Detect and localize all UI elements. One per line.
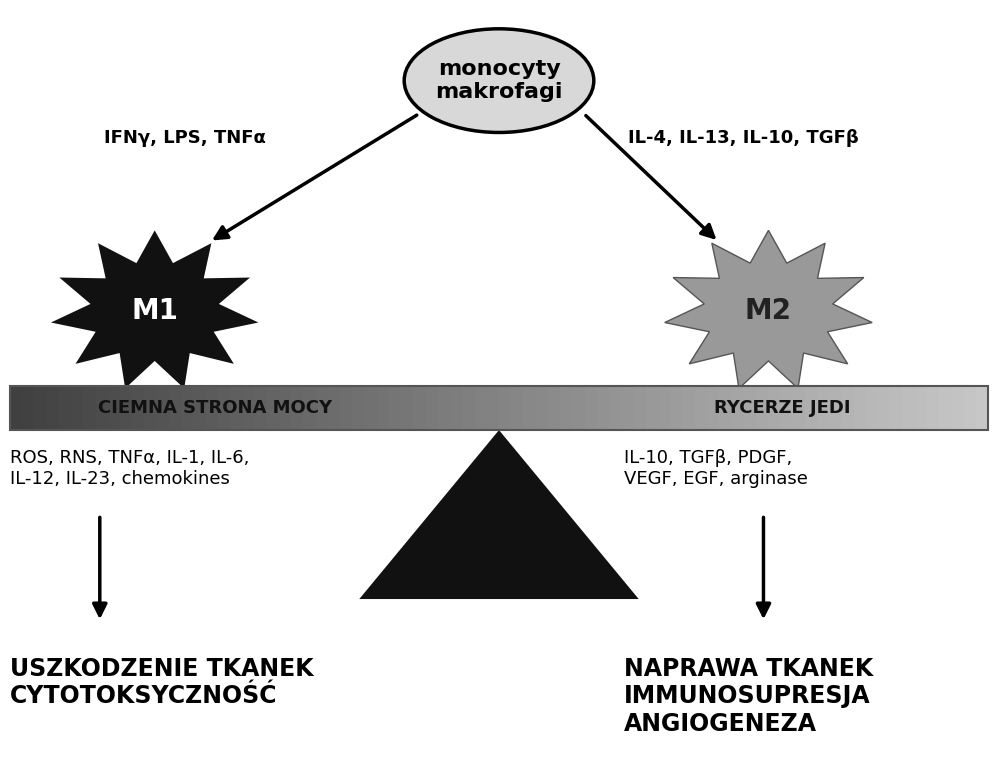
Bar <box>10 386 988 430</box>
Text: USZKODZENIE TKANEK
CYTOTOKSYCZNOŚĆ: USZKODZENIE TKANEK CYTOTOKSYCZNOŚĆ <box>10 657 313 708</box>
Bar <box>658 386 671 430</box>
Bar <box>499 386 512 430</box>
Bar <box>157 386 170 430</box>
Bar <box>218 386 231 430</box>
Bar <box>841 386 854 430</box>
Bar <box>902 386 915 430</box>
Bar <box>22 386 36 430</box>
Text: IL-10, TGFβ, PDGF,
VEGF, EGF, arginase: IL-10, TGFβ, PDGF, VEGF, EGF, arginase <box>624 449 807 488</box>
Bar <box>327 386 341 430</box>
Bar <box>303 386 316 430</box>
Bar <box>719 386 733 430</box>
Bar <box>523 386 537 430</box>
Text: IL-4, IL-13, IL-10, TGFβ: IL-4, IL-13, IL-10, TGFβ <box>628 129 859 147</box>
Bar <box>878 386 891 430</box>
Bar <box>634 386 647 430</box>
Ellipse shape <box>404 28 594 133</box>
Bar <box>683 386 696 430</box>
Bar <box>315 386 328 430</box>
Bar <box>853 386 866 430</box>
Bar <box>951 386 964 430</box>
Bar <box>291 386 304 430</box>
Bar <box>206 386 219 430</box>
Bar <box>695 386 708 430</box>
Text: IFNγ, LPS, TNFα: IFNγ, LPS, TNFα <box>104 129 265 147</box>
Bar <box>646 386 659 430</box>
Bar <box>340 386 353 430</box>
Text: CIEMNA STRONA MOCY: CIEMNA STRONA MOCY <box>99 399 332 417</box>
Bar <box>560 386 573 430</box>
Bar <box>609 386 622 430</box>
Bar <box>585 386 598 430</box>
Text: M1: M1 <box>132 297 178 325</box>
Bar <box>438 386 451 430</box>
Bar <box>865 386 879 430</box>
Bar <box>536 386 549 430</box>
Bar <box>475 386 488 430</box>
Bar <box>34 386 48 430</box>
Text: RYCERZE JEDI: RYCERZE JEDI <box>715 399 851 417</box>
Bar <box>511 386 525 430</box>
Bar <box>230 386 244 430</box>
Bar <box>487 386 500 430</box>
Bar <box>132 386 146 430</box>
Text: monocyty
makrofagi: monocyty makrofagi <box>435 59 563 102</box>
Bar <box>120 386 133 430</box>
Bar <box>96 386 109 430</box>
Bar <box>425 386 439 430</box>
Bar <box>939 386 952 430</box>
Bar <box>364 386 377 430</box>
Bar <box>376 386 390 430</box>
Bar <box>71 386 84 430</box>
Bar <box>278 386 292 430</box>
Bar <box>976 386 989 430</box>
Bar <box>780 386 793 430</box>
Bar <box>182 386 195 430</box>
Bar <box>462 386 475 430</box>
Bar <box>59 386 72 430</box>
Bar <box>243 386 255 430</box>
Bar <box>804 386 817 430</box>
Bar <box>732 386 745 430</box>
Text: ROS, RNS, TNFα, IL-1, IL-6,
IL-12, IL-23, chemokines: ROS, RNS, TNFα, IL-1, IL-6, IL-12, IL-23… <box>10 449 249 488</box>
Bar <box>108 386 121 430</box>
Bar <box>169 386 182 430</box>
Bar <box>450 386 463 430</box>
Bar <box>266 386 279 430</box>
Bar <box>744 386 756 430</box>
Bar <box>829 386 842 430</box>
Bar <box>890 386 903 430</box>
Bar <box>964 386 977 430</box>
Polygon shape <box>51 230 258 389</box>
Bar <box>621 386 635 430</box>
Bar <box>573 386 586 430</box>
Bar <box>47 386 60 430</box>
Bar <box>671 386 684 430</box>
Bar <box>389 386 402 430</box>
Bar <box>83 386 97 430</box>
Text: NAPRAWA TKANEK
IMMUNOSUPRESJA
ANGIOGENEZA: NAPRAWA TKANEK IMMUNOSUPRESJA ANGIOGENEZ… <box>624 657 873 737</box>
Bar <box>768 386 781 430</box>
Bar <box>927 386 940 430</box>
Bar <box>914 386 928 430</box>
Bar <box>755 386 768 430</box>
Bar <box>254 386 267 430</box>
Bar <box>401 386 414 430</box>
Polygon shape <box>359 430 639 599</box>
Bar <box>10 386 23 430</box>
Bar <box>352 386 365 430</box>
Polygon shape <box>665 230 872 389</box>
Text: M2: M2 <box>745 297 792 325</box>
Bar <box>548 386 561 430</box>
Bar <box>816 386 830 430</box>
Bar <box>792 386 805 430</box>
Bar <box>413 386 426 430</box>
Bar <box>194 386 207 430</box>
Bar <box>145 386 158 430</box>
Bar <box>707 386 720 430</box>
Bar <box>597 386 610 430</box>
